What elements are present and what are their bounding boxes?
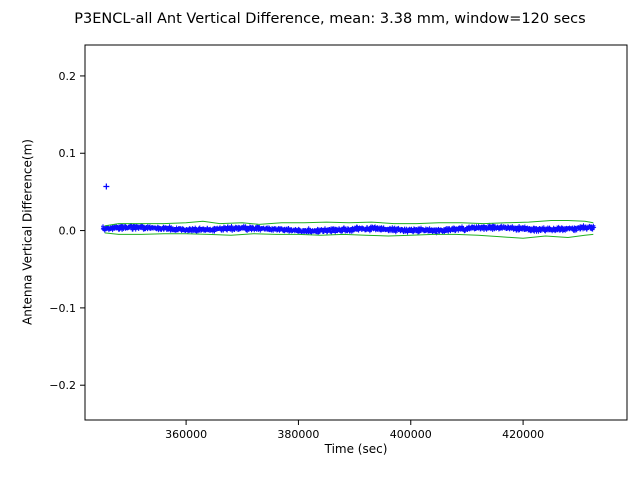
chart-title: P3ENCL-all Ant Vertical Difference, mean… — [74, 11, 586, 27]
x-tick-label: 420000 — [502, 428, 544, 441]
x-tick-label: 400000 — [390, 428, 432, 441]
y-tick-label: −0.1 — [49, 302, 76, 315]
y-tick-label: −0.2 — [49, 379, 76, 392]
y-tick-label: 0.2 — [59, 70, 77, 83]
x-axis-label: Time (sec) — [324, 442, 388, 456]
y-tick-label: 0.1 — [59, 147, 77, 160]
y-tick-label: 0.0 — [59, 225, 77, 238]
x-tick-label: 360000 — [165, 428, 207, 441]
x-tick-label: 380000 — [277, 428, 319, 441]
